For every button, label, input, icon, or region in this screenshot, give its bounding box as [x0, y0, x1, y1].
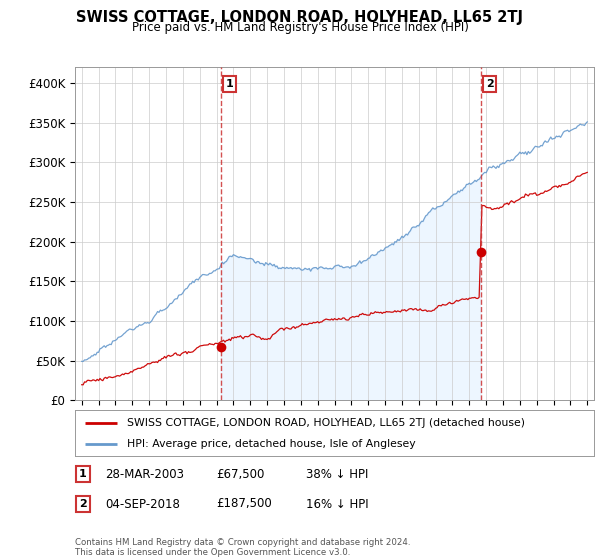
- Text: £67,500: £67,500: [216, 468, 265, 481]
- Text: 1: 1: [79, 469, 86, 479]
- Text: 1: 1: [226, 79, 233, 89]
- Text: 38% ↓ HPI: 38% ↓ HPI: [306, 468, 368, 481]
- Text: £187,500: £187,500: [216, 497, 272, 511]
- Text: HPI: Average price, detached house, Isle of Anglesey: HPI: Average price, detached house, Isle…: [127, 439, 416, 449]
- Text: SWISS COTTAGE, LONDON ROAD, HOLYHEAD, LL65 2TJ: SWISS COTTAGE, LONDON ROAD, HOLYHEAD, LL…: [77, 10, 523, 25]
- Text: 28-MAR-2003: 28-MAR-2003: [105, 468, 184, 481]
- Text: 2: 2: [79, 499, 86, 509]
- Text: SWISS COTTAGE, LONDON ROAD, HOLYHEAD, LL65 2TJ (detached house): SWISS COTTAGE, LONDON ROAD, HOLYHEAD, LL…: [127, 418, 525, 428]
- Text: 04-SEP-2018: 04-SEP-2018: [105, 497, 180, 511]
- Text: Contains HM Land Registry data © Crown copyright and database right 2024.
This d: Contains HM Land Registry data © Crown c…: [75, 538, 410, 557]
- Text: Price paid vs. HM Land Registry's House Price Index (HPI): Price paid vs. HM Land Registry's House …: [131, 21, 469, 34]
- Text: 2: 2: [485, 79, 493, 89]
- Text: 16% ↓ HPI: 16% ↓ HPI: [306, 497, 368, 511]
